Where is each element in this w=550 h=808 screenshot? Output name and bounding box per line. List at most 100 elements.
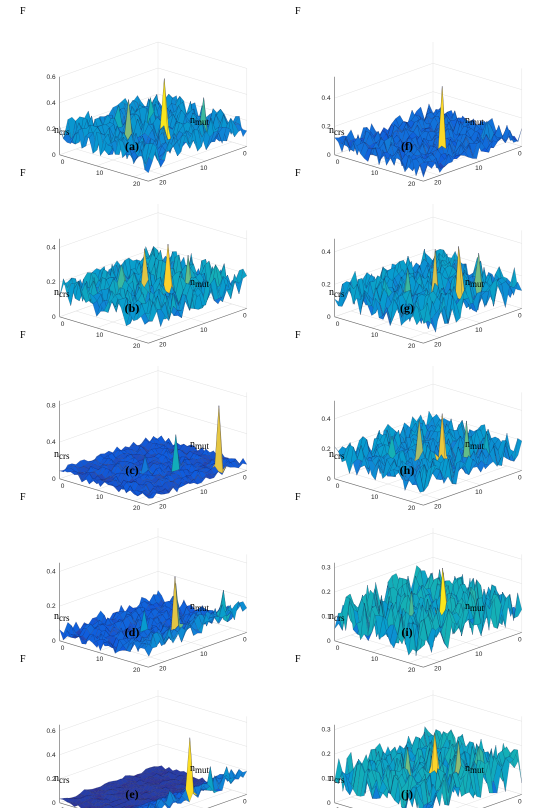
y-axis-label: nmut xyxy=(465,115,485,127)
y-tick-label: 0 xyxy=(336,483,340,490)
y-axis-label-sub: mut xyxy=(195,279,210,289)
x-axis-label-sub: crs xyxy=(334,451,345,461)
z-axis-label: F xyxy=(20,330,26,341)
grid-line xyxy=(133,141,233,178)
x-tick-label: 0 xyxy=(243,636,247,643)
x-axis-label-sub: crs xyxy=(59,613,70,623)
z-tick-label: 0 xyxy=(52,638,56,645)
panel-caption: (h) xyxy=(400,463,415,477)
grid-line xyxy=(59,93,247,130)
surface-facet xyxy=(238,458,248,466)
z-tick-label: 0 xyxy=(327,152,331,159)
x-tick-label: 0 xyxy=(518,474,522,481)
x-tick-label: 10 xyxy=(200,165,208,172)
panel-caption: (a) xyxy=(125,139,139,153)
surface xyxy=(334,246,523,333)
y-axis-label-sub: mut xyxy=(470,279,485,289)
y-axis-label-sub: mut xyxy=(470,117,485,127)
panel-caption: (f) xyxy=(401,139,413,153)
y-tick-label: 20 xyxy=(133,181,141,188)
x-tick-label: 10 xyxy=(200,489,208,496)
z-tick-label: 0.2 xyxy=(47,126,56,133)
surface xyxy=(59,737,248,808)
y-tick-label: 0 xyxy=(61,483,65,490)
panel-caption: (g) xyxy=(400,301,414,315)
y-tick-label: 20 xyxy=(408,343,416,350)
x-tick-label: 0 xyxy=(243,312,247,319)
x-axis-label: ncrs xyxy=(329,287,345,299)
grid-line xyxy=(59,536,247,572)
grid-line xyxy=(334,216,522,253)
y-axis-label-sub: mut xyxy=(195,765,210,775)
z-tick-label: 0.4 xyxy=(47,752,56,759)
grid-line xyxy=(59,743,247,780)
y-axis-label: nmut xyxy=(465,439,485,451)
x-axis-label: ncrs xyxy=(54,611,70,623)
y-axis-line xyxy=(148,470,247,506)
y-tick-label: 20 xyxy=(408,181,416,188)
z-tick-label: 0.4 xyxy=(322,416,331,423)
grid-line xyxy=(180,789,233,808)
x-axis-label-sub: crs xyxy=(59,289,70,299)
x-axis-line xyxy=(59,154,149,182)
grid-line xyxy=(334,63,522,99)
panel-caption: (b) xyxy=(125,301,140,315)
z-tick-label: 0.4 xyxy=(47,100,56,107)
grid-line xyxy=(59,719,247,756)
y-axis-label: nmut xyxy=(190,277,210,289)
z-tick-label: 0.4 xyxy=(47,244,56,251)
grid-line xyxy=(133,627,233,664)
z-tick-label: 0.4 xyxy=(47,568,56,575)
y-tick-label: 10 xyxy=(371,332,379,339)
grid-line xyxy=(59,67,247,104)
y-axis-line xyxy=(207,794,247,808)
z-tick-label: 0.3 xyxy=(322,565,331,572)
x-tick-label: 10 xyxy=(200,651,208,658)
y-axis-label: nmut xyxy=(190,439,210,451)
z-tick-label: 0 xyxy=(52,152,56,159)
y-tick-label: 10 xyxy=(371,170,379,177)
x-tick-label: 20 xyxy=(159,341,167,348)
z-tick-label: 0 xyxy=(327,314,331,321)
x-axis-line xyxy=(59,640,149,668)
grid-line xyxy=(59,571,247,607)
z-axis-label: F xyxy=(295,6,301,17)
y-tick-label: 10 xyxy=(96,170,104,177)
z-tick-label: 0 xyxy=(327,476,331,483)
z-tick-label: 0.6 xyxy=(47,74,56,81)
grid-line xyxy=(59,407,247,443)
surface-facet xyxy=(144,643,153,657)
x-axis-line xyxy=(59,802,79,808)
surface-facet xyxy=(144,156,153,174)
y-axis-label: nmut xyxy=(190,601,210,613)
x-axis-label: ncrs xyxy=(329,125,345,137)
surface xyxy=(59,244,247,328)
z-axis-label: F xyxy=(295,168,301,179)
x-tick-label: 0 xyxy=(243,474,247,481)
x-axis-line xyxy=(59,478,149,506)
y-axis-label-sub: mut xyxy=(195,117,210,127)
z-tick-label: 0 xyxy=(52,476,56,483)
y-axis-label: nmut xyxy=(465,277,485,289)
surface xyxy=(334,86,522,178)
x-tick-label: 20 xyxy=(434,179,442,186)
z-tick-label: 0 xyxy=(327,638,331,645)
panel-caption: (c) xyxy=(125,463,138,477)
y-axis-line xyxy=(148,632,247,668)
z-tick-label: 0.4 xyxy=(47,439,56,446)
grid-line xyxy=(59,212,247,248)
z-tick-label: 0.2 xyxy=(47,603,56,610)
x-tick-label: 0 xyxy=(243,150,247,157)
x-tick-label: 10 xyxy=(200,327,208,334)
y-axis-label-sub: mut xyxy=(195,441,210,451)
surface xyxy=(59,576,247,657)
z-axis-label: F xyxy=(20,492,26,503)
x-tick-label: 10 xyxy=(475,327,483,334)
z-tick-label: 0.4 xyxy=(322,95,331,102)
